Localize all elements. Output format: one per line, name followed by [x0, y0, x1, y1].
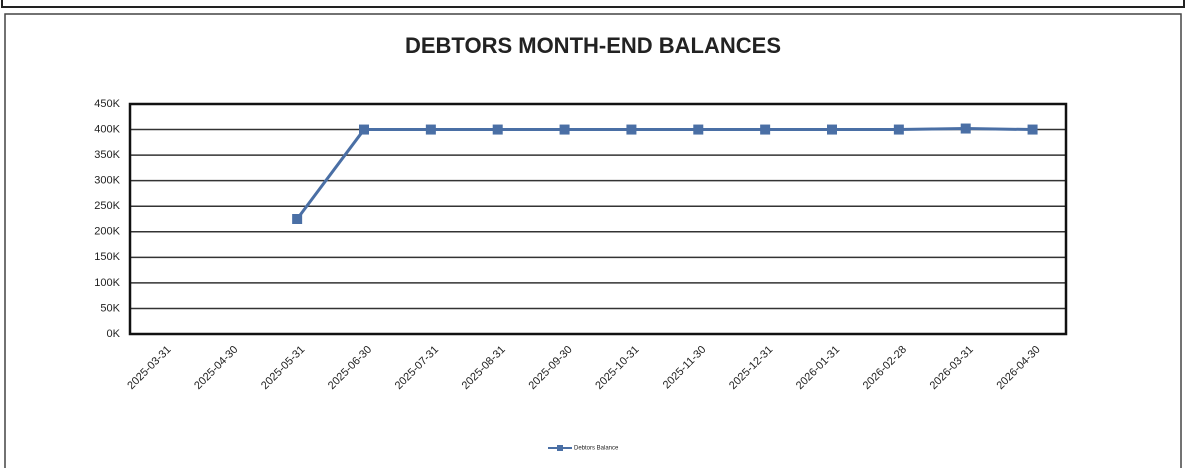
- chart-title: DEBTORS MONTH-END BALANCES: [405, 33, 781, 58]
- line: [295, 127, 1033, 220]
- y-tick-label: 150K: [94, 251, 120, 263]
- y-tick-label: 300K: [94, 175, 120, 187]
- marker: [893, 124, 904, 135]
- y-tick-label: 450K: [94, 98, 120, 110]
- y-tick-label: 350K: [94, 149, 120, 161]
- marker: [492, 124, 503, 135]
- marker: [292, 214, 303, 224]
- y-tick-label: 100K: [94, 277, 120, 289]
- y-tick-label: 400K: [94, 123, 120, 135]
- marker: [626, 124, 637, 135]
- y-tick-label: 200K: [94, 226, 120, 238]
- marker: [760, 124, 771, 135]
- y-tick-label: 0K: [107, 328, 121, 340]
- plot-border: [128, 102, 1068, 336]
- legend-marker: [557, 445, 563, 451]
- marker: [693, 124, 704, 135]
- marker: [827, 124, 837, 135]
- marker: [425, 124, 436, 135]
- marker: [559, 124, 570, 135]
- y-tick-label: 250K: [94, 200, 120, 212]
- top-frame: [1, 0, 1185, 8]
- marker: [1027, 124, 1038, 135]
- legend-label: Debtors Balance: [574, 446, 619, 452]
- marker: [359, 124, 369, 135]
- marker: [960, 123, 971, 134]
- plot-area: [130, 104, 1066, 334]
- y-tick-label: 50K: [100, 302, 120, 314]
